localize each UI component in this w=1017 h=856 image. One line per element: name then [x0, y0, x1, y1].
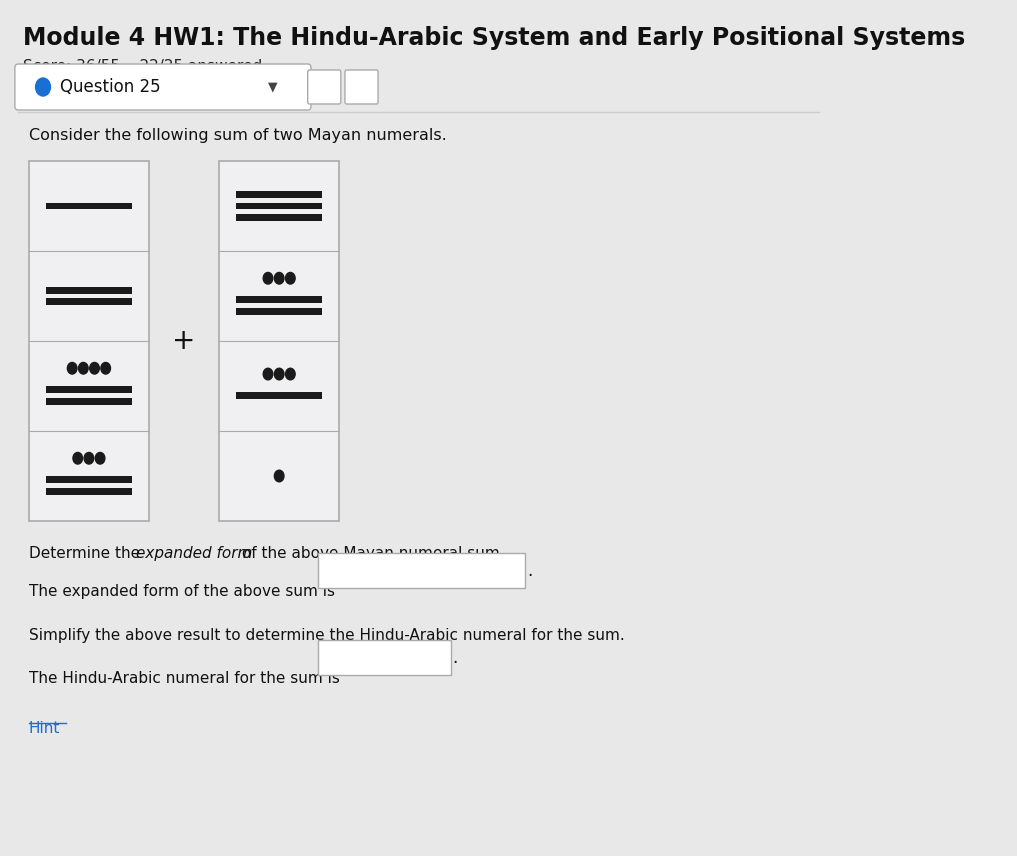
- Circle shape: [101, 362, 111, 374]
- FancyBboxPatch shape: [308, 70, 341, 104]
- FancyBboxPatch shape: [15, 64, 311, 110]
- Bar: [46, 476, 132, 483]
- Bar: [236, 191, 322, 198]
- Bar: [46, 287, 132, 294]
- Circle shape: [89, 362, 100, 374]
- Circle shape: [263, 368, 273, 380]
- Circle shape: [84, 453, 94, 464]
- Text: +: +: [172, 327, 195, 355]
- Circle shape: [275, 272, 284, 284]
- Bar: [28, 161, 148, 521]
- Text: Question 25: Question 25: [60, 78, 161, 96]
- Text: <: <: [318, 80, 331, 94]
- Text: .: .: [453, 649, 458, 667]
- Circle shape: [67, 362, 77, 374]
- Text: >: >: [355, 80, 368, 94]
- Text: Hint: Hint: [28, 721, 60, 736]
- Circle shape: [275, 470, 284, 482]
- Bar: [46, 398, 132, 405]
- Bar: [318, 640, 451, 675]
- Bar: [46, 203, 132, 210]
- Text: Consider the following sum of two Mayan numerals.: Consider the following sum of two Mayan …: [28, 128, 446, 143]
- Bar: [236, 308, 322, 315]
- Circle shape: [263, 272, 273, 284]
- Text: ▼: ▼: [268, 80, 278, 93]
- Bar: [46, 488, 132, 495]
- Bar: [318, 553, 525, 588]
- Text: Module 4 HW1: The Hindu-Arabic System and Early Positional Systems: Module 4 HW1: The Hindu-Arabic System an…: [23, 26, 965, 50]
- Text: Determine the: Determine the: [28, 546, 145, 561]
- Bar: [46, 299, 132, 306]
- Text: of the above Mayan numeral sum.: of the above Mayan numeral sum.: [237, 546, 505, 561]
- Circle shape: [275, 368, 284, 380]
- Bar: [46, 386, 132, 393]
- Bar: [220, 161, 339, 521]
- Circle shape: [96, 453, 105, 464]
- Text: Simplify the above result to determine the Hindu-Arabic numeral for the sum.: Simplify the above result to determine t…: [28, 628, 624, 643]
- FancyBboxPatch shape: [345, 70, 378, 104]
- Bar: [236, 392, 322, 399]
- Bar: [236, 203, 322, 210]
- Text: .: .: [527, 562, 532, 580]
- Circle shape: [78, 362, 88, 374]
- Circle shape: [73, 453, 82, 464]
- Bar: [236, 296, 322, 303]
- Circle shape: [286, 272, 295, 284]
- Text: The Hindu-Arabic numeral for the sum is: The Hindu-Arabic numeral for the sum is: [28, 671, 340, 686]
- Circle shape: [286, 368, 295, 380]
- Text: expanded form: expanded form: [136, 546, 253, 561]
- Text: Score: 36/55    22/25 answered: Score: 36/55 22/25 answered: [23, 59, 262, 74]
- Bar: [236, 214, 322, 221]
- Text: The expanded form of the above sum is: The expanded form of the above sum is: [28, 584, 335, 599]
- Circle shape: [36, 78, 51, 96]
